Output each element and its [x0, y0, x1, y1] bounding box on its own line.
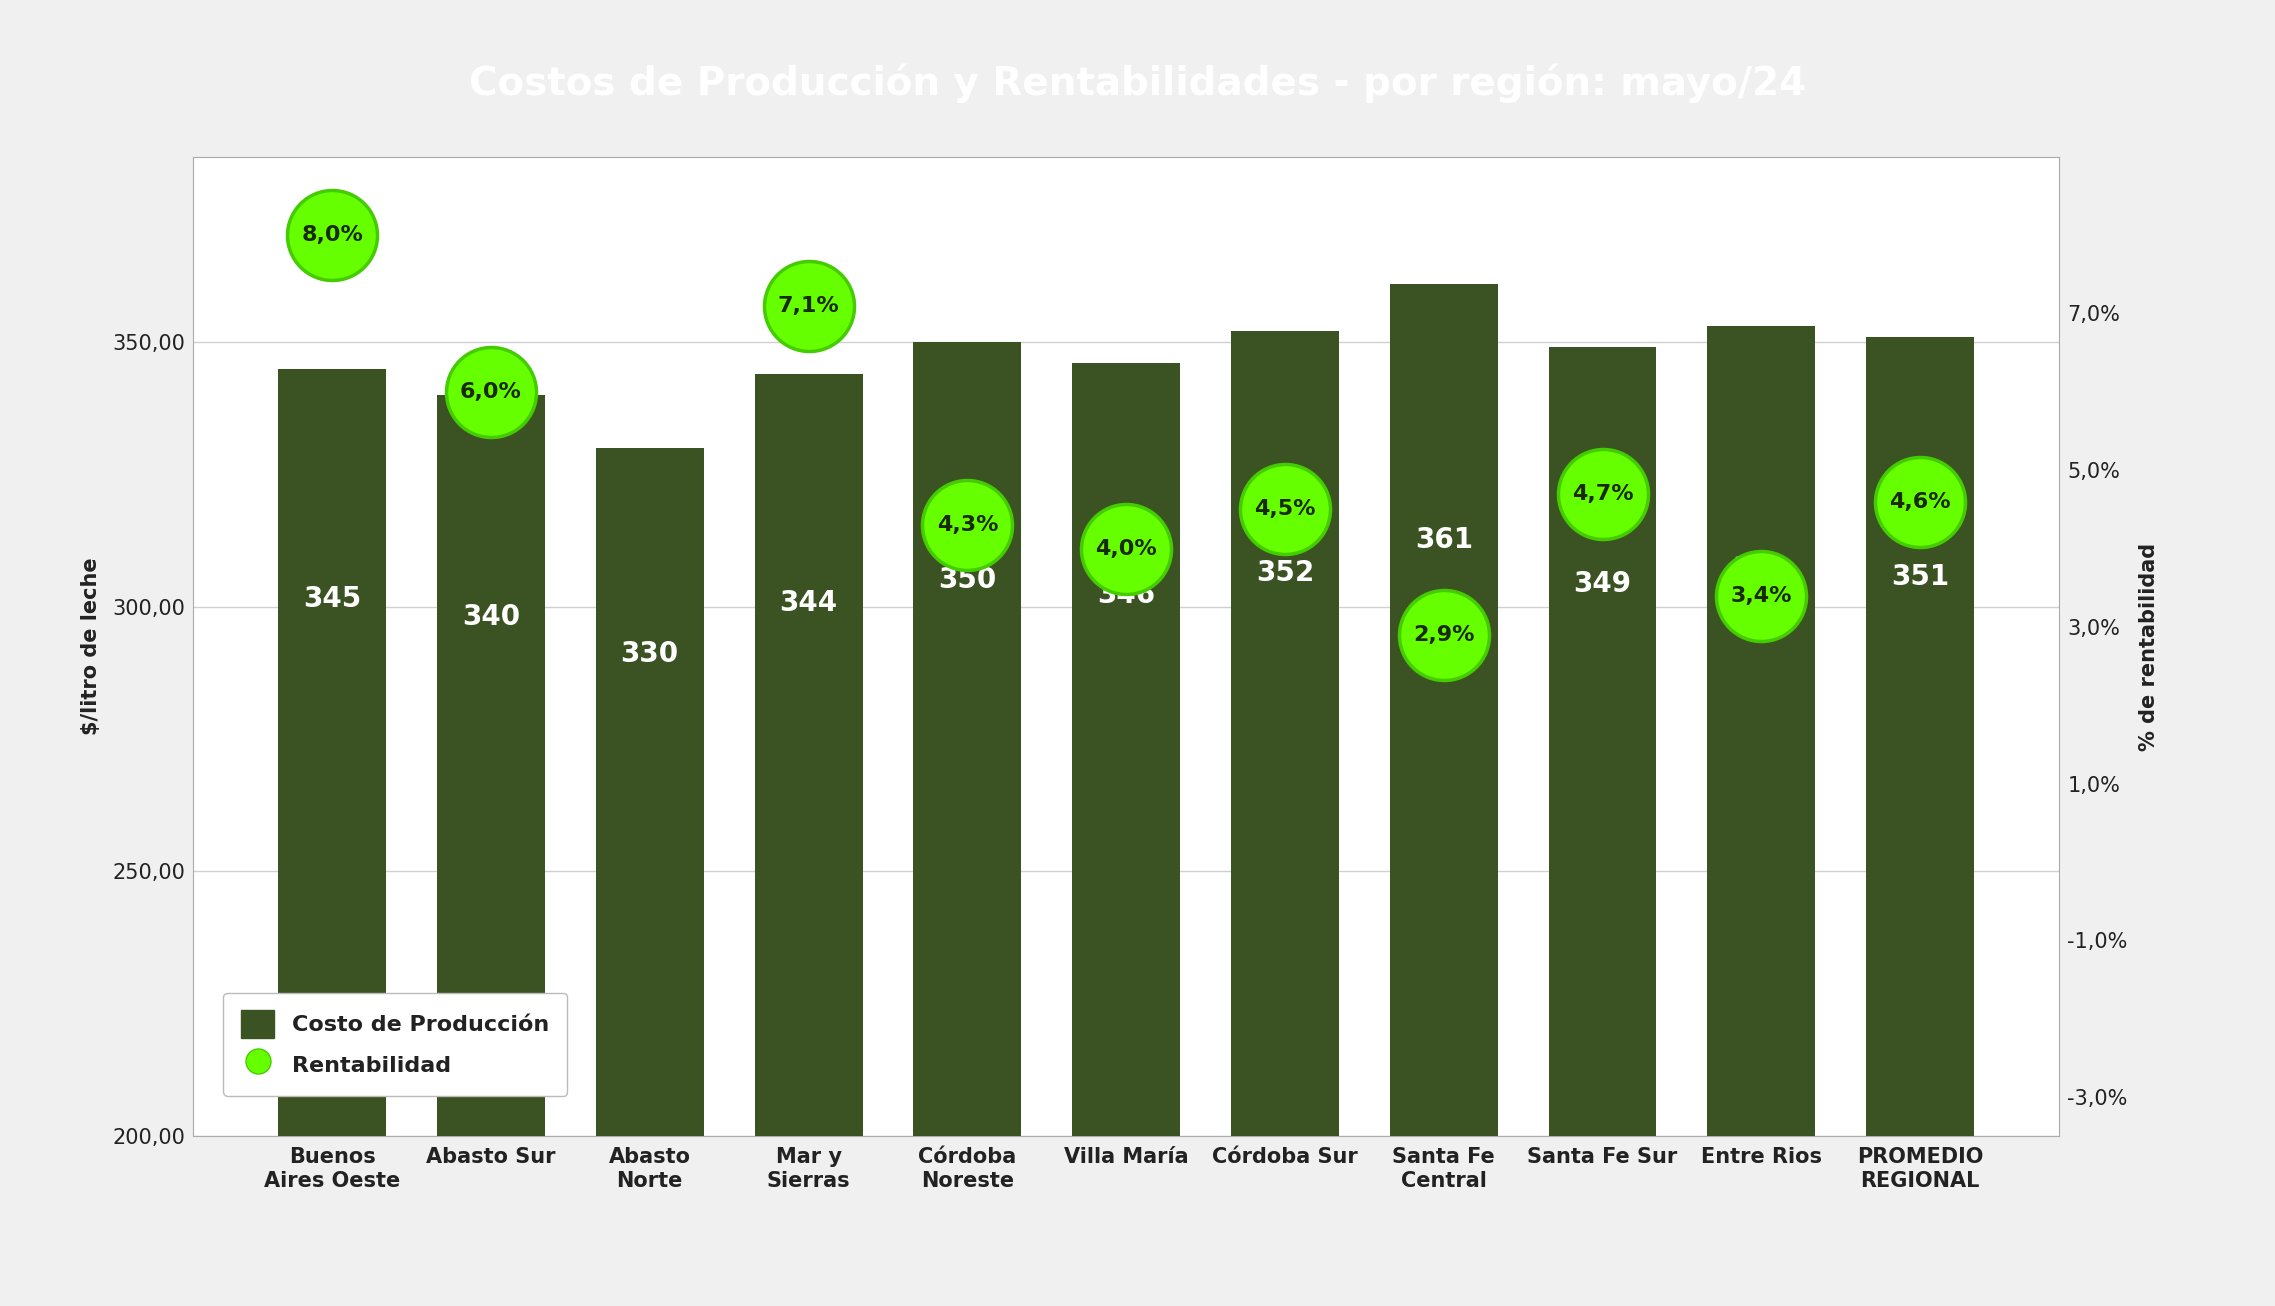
Point — [1267, 499, 1304, 520]
Point — [1583, 483, 1620, 504]
Text: 8,0%: 8,0% — [300, 225, 364, 246]
Point — [473, 381, 510, 402]
Bar — [755, 374, 862, 1306]
Bar — [1866, 337, 1975, 1306]
Text: 352: 352 — [1256, 559, 1315, 586]
Bar — [596, 448, 703, 1306]
Bar — [912, 342, 1021, 1306]
Text: 344: 344 — [780, 589, 837, 616]
Text: 4,3%: 4,3% — [937, 515, 999, 535]
Bar — [278, 368, 387, 1306]
Point — [949, 515, 985, 535]
Text: 4,0%: 4,0% — [1094, 538, 1158, 559]
Point — [1902, 491, 1938, 512]
Point — [314, 225, 350, 246]
Text: 4,7%: 4,7% — [1572, 483, 1633, 504]
Text: 6,0%: 6,0% — [460, 381, 521, 402]
Bar — [1072, 363, 1181, 1306]
Text: 346: 346 — [1097, 581, 1156, 609]
Text: Costos de Producción y Rentabilidades - por región: mayo/24: Costos de Producción y Rentabilidades - … — [469, 64, 1806, 103]
Text: 351: 351 — [1891, 563, 1950, 590]
Text: 330: 330 — [621, 640, 678, 669]
Bar — [1549, 347, 1656, 1306]
Text: 340: 340 — [462, 603, 521, 631]
Text: 7,1%: 7,1% — [778, 295, 839, 316]
Point — [1426, 624, 1463, 645]
Y-axis label: $/litro de leche: $/litro de leche — [82, 558, 100, 735]
Bar — [1706, 326, 1815, 1306]
Text: 4,6%: 4,6% — [1888, 491, 1952, 512]
Legend: Costo de Producción, Rentabilidad: Costo de Producción, Rentabilidad — [223, 993, 566, 1096]
Bar — [1231, 332, 1340, 1306]
Point — [789, 295, 826, 316]
Text: 361: 361 — [1415, 525, 1472, 554]
Text: 353: 353 — [1731, 555, 1790, 584]
Text: 349: 349 — [1574, 569, 1631, 598]
Point — [1108, 538, 1144, 559]
Text: 2,9%: 2,9% — [1413, 624, 1474, 645]
Point — [1743, 585, 1779, 606]
Text: 350: 350 — [937, 567, 996, 594]
Bar — [437, 394, 546, 1306]
Bar — [1390, 283, 1497, 1306]
Text: 4,5%: 4,5% — [1254, 499, 1315, 520]
Text: 345: 345 — [303, 585, 362, 613]
Text: 3,4%: 3,4% — [1731, 585, 1793, 606]
Y-axis label: % de rentabilidad: % de rentabilidad — [2138, 542, 2159, 751]
